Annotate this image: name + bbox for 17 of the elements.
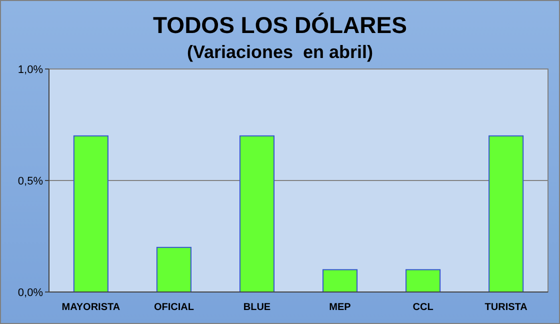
- bar: [156, 246, 192, 292]
- bar: [239, 135, 275, 292]
- x-tick-label: MEP: [329, 302, 352, 313]
- chart-title: TODOS LOS DÓLARES: [153, 12, 407, 38]
- x-tick-label: BLUE: [243, 302, 271, 313]
- bar: [406, 269, 441, 292]
- chart-subtitle: (Variaciones en abril): [186, 42, 374, 62]
- x-tick-label: CCL: [412, 302, 434, 313]
- y-tick-label: 0,5%: [18, 175, 44, 188]
- y-tick-label: 1,0%: [18, 64, 44, 76]
- bar: [322, 269, 358, 292]
- y-tick-label: 0,0%: [18, 286, 44, 299]
- x-tick-label: OFICIAL: [154, 302, 194, 313]
- x-tick-label: MAYORISTA: [62, 302, 120, 313]
- x-tick-label: TURISTA: [484, 302, 528, 313]
- bar: [488, 135, 524, 292]
- bar: [73, 135, 108, 292]
